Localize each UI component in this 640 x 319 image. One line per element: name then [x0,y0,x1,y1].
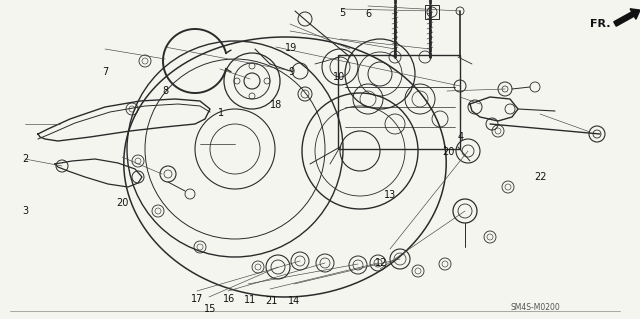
Text: 15: 15 [204,304,216,315]
Text: SM4S-M0200: SM4S-M0200 [510,302,560,311]
Text: 21: 21 [265,296,278,307]
Text: 20: 20 [442,146,454,157]
Text: 8: 8 [162,86,168,96]
Text: 2: 2 [22,154,29,165]
Text: 7: 7 [102,67,109,77]
Text: 1: 1 [218,108,224,118]
Text: 13: 13 [384,189,397,200]
FancyArrow shape [614,9,640,26]
Text: 19: 19 [285,43,298,53]
Text: 18: 18 [270,100,283,110]
Text: 9: 9 [288,67,294,77]
Text: 4: 4 [458,132,464,142]
Text: 17: 17 [191,294,204,304]
Text: FR.: FR. [590,19,611,29]
Text: 10: 10 [333,71,346,82]
Text: 6: 6 [365,9,371,19]
Text: 5: 5 [339,8,346,18]
Text: 20: 20 [116,197,129,208]
Text: 3: 3 [22,205,29,216]
Text: 12: 12 [374,258,387,268]
Text: 11: 11 [243,295,256,305]
Text: 22: 22 [534,172,547,182]
Text: 14: 14 [288,296,301,307]
Bar [425,5,439,19]
Text: 16: 16 [223,294,236,304]
